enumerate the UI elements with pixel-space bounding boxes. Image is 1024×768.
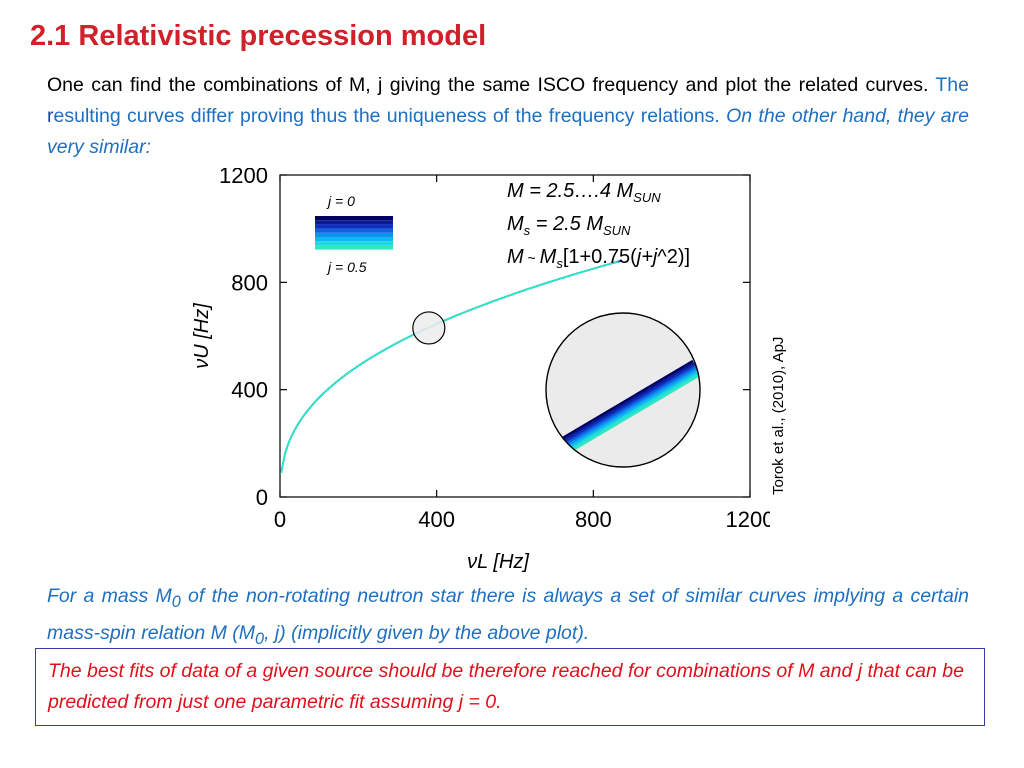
intro-blue-lead: The — [928, 74, 969, 96]
legend — [315, 216, 393, 250]
zoom-curve-series — [563, 373, 700, 457]
annotation-mass-range: M = 2.5….4 MSUN — [507, 180, 661, 205]
legend-bottom-label: j = 0.5 — [326, 259, 367, 275]
x-tick-label: 400 — [418, 507, 455, 532]
legend-top-label: j = 0 — [326, 193, 355, 209]
zoom-curve-series — [559, 367, 699, 451]
zoom-curve-series — [557, 363, 696, 447]
legend-swatch — [315, 228, 393, 233]
zoom-marker-circle — [412, 311, 446, 345]
legend-swatch — [315, 216, 393, 221]
legend-swatch — [315, 224, 393, 229]
intro-italic-text: On the other hand, they are very similar… — [47, 105, 969, 158]
conclusion-text: The best fits of data of a given source … — [48, 660, 964, 713]
intro-black-text: One can find the combinations of M, j gi… — [47, 74, 929, 96]
mass-paragraph: For a mass M0 of the non-rotating neutro… — [47, 585, 970, 648]
zoom-curve-series — [560, 369, 700, 453]
intro-blue-text: esulting curves differ proving thus the … — [53, 105, 720, 127]
intro-paragraph: One can find the combinations of M, j gi… — [47, 70, 969, 163]
x-tick-label: 1200 — [726, 507, 770, 532]
legend-swatch — [315, 241, 393, 246]
zoom-inset-border — [545, 312, 701, 468]
y-tick-label: 400 — [231, 378, 268, 403]
zoom-curve-series — [562, 371, 700, 455]
conclusion-box: The best fits of data of a given source … — [35, 648, 985, 726]
y-tick-label: 800 — [231, 270, 268, 295]
annotation-ms: Ms = 2.5 MSUN — [507, 213, 631, 238]
y-tick-label: 1200 — [219, 168, 268, 188]
curve-series — [280, 261, 618, 473]
zoom-inset-curves — [555, 359, 700, 457]
zoom-curve-series — [555, 359, 694, 444]
y-axis-label: νU [Hz] — [191, 303, 213, 369]
legend-swatch — [315, 232, 393, 237]
parameter-annotation: M = 2.5….4 MSUN Ms = 2.5 MSUN M ~ Ms[1+0… — [507, 178, 690, 277]
legend-swatch — [315, 237, 393, 242]
intro-blue-r: r — [47, 105, 54, 127]
zoom-curve-series — [556, 361, 695, 446]
citation: Torok et al., (2010), ApJ — [770, 336, 787, 495]
legend-swatch — [315, 220, 393, 225]
curve-bundle — [280, 260, 621, 473]
y-tick-label: 0 — [256, 485, 268, 510]
legend-swatch — [315, 245, 393, 250]
axis-ticks: 0 400 800 1200 0 400 800 1200 — [219, 168, 770, 532]
x-tick-label: 0 — [274, 507, 286, 532]
x-axis-label: νL [Hz] — [467, 551, 529, 573]
x-tick-label: 800 — [575, 507, 612, 532]
slide-title: 2.1 Relativistic precession model — [30, 20, 487, 52]
zoom-curve-series — [558, 365, 698, 449]
frequency-plot: 0 400 800 1200 0 400 800 1200 j = 0 j = 0.5 νL … — [191, 168, 770, 573]
annotation-relation: M ~ Ms[1+0.75(j+j^2)] — [507, 246, 691, 271]
plot-frame — [279, 174, 751, 498]
